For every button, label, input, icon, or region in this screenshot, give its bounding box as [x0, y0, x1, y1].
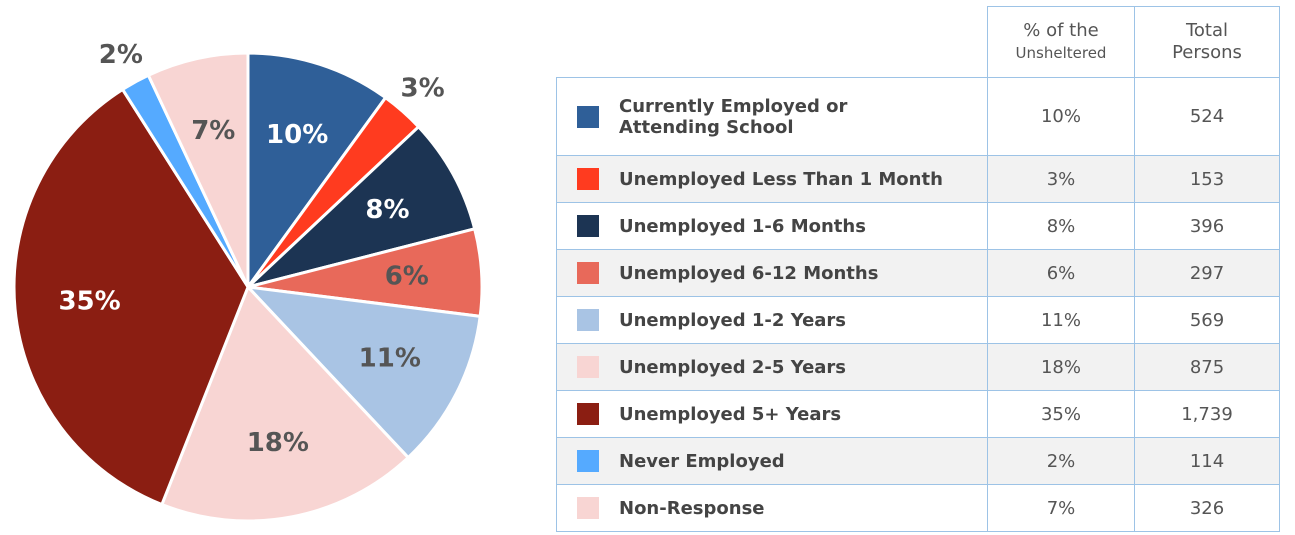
header-row: % of the Unsheltered Total Persons [556, 6, 1280, 78]
percent-cell: 3% [987, 155, 1135, 203]
header-text: % of the [1023, 20, 1099, 42]
legend-entry: Non-Response [557, 497, 987, 519]
data-label: 3% [401, 73, 445, 103]
legend-label: Non-Response [619, 497, 765, 519]
percent-cell: 6% [987, 249, 1135, 297]
header-blank [556, 6, 988, 78]
legend-swatch [577, 450, 599, 472]
total-cell: 326 [1134, 484, 1280, 532]
percent-cell: 2% [987, 437, 1135, 485]
pie-slice [12, 87, 250, 507]
header-text: Persons [1172, 42, 1242, 63]
legend-label: Unemployed 2-5 Years [619, 356, 847, 378]
legend-entry: Unemployed 2-5 Years [557, 356, 987, 378]
legend-cell: Unemployed 2-5 Years [556, 343, 988, 391]
pie-slice [146, 51, 250, 288]
legend-cell: Currently Employed or Attending School [556, 77, 988, 156]
legend-swatch [577, 105, 599, 128]
legend-swatch [577, 215, 599, 237]
legend-cell: Unemployed 5+ Years [556, 390, 988, 438]
legend-label: Unemployed 5+ Years [619, 403, 842, 425]
data-label: 8% [365, 195, 409, 225]
table-row: Unemployed 1-2 Years 11% 569 [556, 296, 1280, 344]
legend-entry: Unemployed 5+ Years [557, 403, 987, 425]
total-cell: 396 [1134, 202, 1280, 250]
data-label: 6% [385, 262, 429, 292]
legend-cell: Unemployed 1-6 Months [556, 202, 988, 250]
pie-slice [246, 51, 388, 292]
percent-cell: 35% [987, 390, 1135, 438]
table-row: Non-Response 7% 326 [556, 484, 1280, 532]
legend-entry: Unemployed Less Than 1 Month [557, 168, 987, 190]
percent-cell: 18% [987, 343, 1135, 391]
header-text: Unsheltered [1015, 44, 1107, 62]
data-label: 18% [247, 428, 309, 458]
legend-swatch [577, 309, 599, 331]
legend-label: Unemployed 1-2 Years [619, 309, 847, 331]
pie-slice [244, 284, 482, 460]
legend-label: Never Employed [619, 450, 785, 472]
table-row: Unemployed 1-6 Months 8% 396 [556, 202, 1280, 250]
legend-entry: Never Employed [557, 450, 987, 472]
header-text: Total [1185, 20, 1229, 42]
legend-swatch [577, 497, 599, 519]
legend-swatch [577, 403, 599, 425]
table-row: Unemployed 5+ Years 35% 1,739 [556, 390, 1280, 438]
legend-table: % of the Unsheltered Total Persons Current… [556, 6, 1280, 532]
percent-cell: 7% [987, 484, 1135, 532]
legend-entry: Unemployed 1-2 Years [557, 309, 987, 331]
legend-cell: Unemployed Less Than 1 Month [556, 155, 988, 203]
legend-cell: Unemployed 6-12 Months [556, 249, 988, 297]
header-cell: % of the Unsheltered [987, 6, 1135, 78]
legend-cell: Never Employed [556, 437, 988, 485]
legend-label: Unemployed Less Than 1 Month [619, 168, 943, 190]
table-row: Currently Employed or Attending School 10… [556, 77, 1280, 156]
header-cell: Total Persons [1134, 6, 1280, 78]
legend-label: Unemployed 6-12 Months [619, 262, 879, 284]
total-cell: 114 [1134, 437, 1280, 485]
legend-swatch [577, 168, 599, 190]
total-cell: 297 [1134, 249, 1280, 297]
pie-chart: 10% 3% 8% 6% 11% 18% 35% 2% 7% [12, 40, 484, 523]
percent-cell: 11% [987, 296, 1135, 344]
legend-swatch [577, 356, 599, 378]
table-row: Never Employed 2% 114 [556, 437, 1280, 485]
data-label: 7% [191, 116, 235, 146]
table-body: Currently Employed or Attending School 10… [556, 77, 1280, 532]
total-cell: 569 [1134, 296, 1280, 344]
percent-cell: 8% [987, 202, 1135, 250]
legend-entry: Unemployed 1-6 Months [557, 215, 987, 237]
legend-label: Currently Employed or Attending School [619, 95, 848, 138]
legend-entry: Unemployed 6-12 Months [557, 262, 987, 284]
data-label: 11% [359, 344, 421, 374]
table-row: Unemployed 2-5 Years 18% 875 [556, 343, 1280, 391]
legend-cell: Non-Response [556, 484, 988, 532]
data-label: 35% [58, 286, 120, 316]
table-row: Unemployed Less Than 1 Month 3% 153 [556, 155, 1280, 203]
legend-swatch [577, 262, 599, 284]
pie-slice [246, 124, 477, 289]
legend-cell: Unemployed 1-2 Years [556, 296, 988, 344]
data-label: 2% [99, 40, 143, 70]
total-cell: 524 [1134, 77, 1280, 156]
legend-entry: Currently Employed or Attending School [557, 96, 987, 138]
pie-slice [159, 284, 411, 523]
legend-label: Unemployed 1-6 Months [619, 215, 866, 237]
percent-cell: 10% [987, 77, 1135, 156]
total-cell: 875 [1134, 343, 1280, 391]
total-cell: 153 [1134, 155, 1280, 203]
total-cell: 1,739 [1134, 390, 1280, 438]
data-label: 10% [266, 120, 328, 150]
table-row: Unemployed 6-12 Months 6% 297 [556, 249, 1280, 297]
